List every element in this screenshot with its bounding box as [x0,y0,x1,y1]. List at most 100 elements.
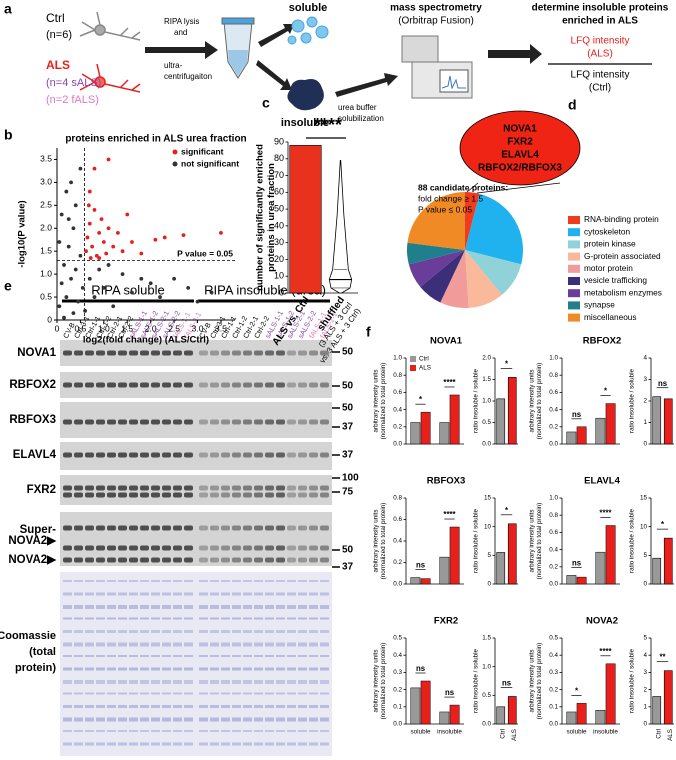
coomassie-band [298,680,307,684]
blot-label: RBFOX3 [9,414,56,426]
band [298,545,307,551]
band [287,525,296,531]
y-tick-label: 0 [643,441,647,448]
coomassie-band [107,680,116,684]
highlight-protein: FXR2 [507,137,533,148]
band [254,419,263,425]
coomassie-band [320,642,329,647]
coomassie-band [265,717,274,722]
band [107,545,116,551]
band [140,419,149,425]
coomassie-band [309,592,318,596]
coomassie-band [309,730,318,732]
blot-image [196,512,332,566]
coomassie-band [63,692,72,695]
step-text: RIPA lysis [164,17,199,26]
coomassie-band [254,730,263,732]
y-tick-label: 0.2 [393,423,402,430]
coomassie-band [96,642,105,647]
coomassie-band [129,730,138,732]
bar [496,398,506,445]
y-axis-label: (normalized to total protein) [536,643,543,720]
coomassie-band [309,655,318,657]
y-tick-label: 1.0 [482,398,491,405]
band [232,557,241,563]
group-n: (n=6) [46,29,72,41]
coomassie-band [85,692,94,695]
point [94,253,99,258]
bar [507,696,517,725]
band [129,452,138,458]
y-tick-label: 0.4 [549,546,558,553]
coomassie-band [232,742,241,746]
mw-marker: 50 [342,381,354,392]
coomassie-band [287,605,296,609]
panel-labels: a b c d e f [4,1,577,340]
point [120,272,125,277]
coomassie-band [243,705,252,708]
band [184,350,193,356]
y-tick-label: 0.4 [393,652,402,659]
coomassie-band [232,592,241,596]
coomassie-band [96,580,105,582]
coomassie-band [254,617,263,620]
significance-label: ns [658,379,668,388]
y-tick-label: 0.6 [549,389,558,396]
y-tick-label: 0.0 [482,441,491,448]
x-tick-label: 1.5 [121,323,133,333]
point [104,251,109,256]
legend-label: ALS [419,365,431,372]
coomassie-band [232,630,241,633]
band [63,557,72,563]
bar [566,575,577,585]
band [129,485,138,491]
band [63,350,72,356]
y-tick-label: 0.0 [393,441,402,448]
band [107,492,116,498]
coomassie-band [243,617,252,620]
coomassie-band [63,705,72,708]
coomassie-band [199,655,208,657]
band [232,545,241,551]
band [96,492,105,498]
point [115,230,120,235]
band [85,492,94,498]
significance-label: **** [443,378,456,387]
step-text: urea buffer [338,103,377,112]
coomassie-band [232,667,241,671]
band [232,485,241,491]
pie-slice [465,192,480,250]
blot-group-title: RIPA soluble [91,282,164,297]
blot-image [196,442,332,470]
band [232,350,241,356]
coomassie-band [199,605,208,609]
violin [328,160,353,294]
band [162,452,171,458]
coomassie-band [85,667,94,671]
y-tick-label: 1 [643,703,647,710]
band [162,557,171,563]
significance-label: * [661,520,665,529]
coomassie-band [140,655,149,657]
y-axis-label: (normalized to total protein) [536,503,543,580]
coomassie-band [96,667,105,671]
band [151,452,160,458]
y-tick-label: 1.5 [40,245,52,255]
point [148,281,153,286]
coomassie-band [265,742,274,746]
coomassie-band [309,680,318,684]
chart-title: RBFOX2 [583,336,622,347]
coomassie-band [173,655,182,657]
legend-label: cytoskeleton [584,226,631,236]
band [96,350,105,356]
band [173,419,182,425]
band [129,350,138,356]
pie-slice [465,250,502,308]
coomassie-band [254,705,263,708]
coomassie-band [265,655,274,657]
blot-label: (total [29,646,56,658]
bar [420,680,431,725]
coomassie-band [184,630,193,633]
band [63,492,72,498]
coomassie-band [320,617,329,620]
